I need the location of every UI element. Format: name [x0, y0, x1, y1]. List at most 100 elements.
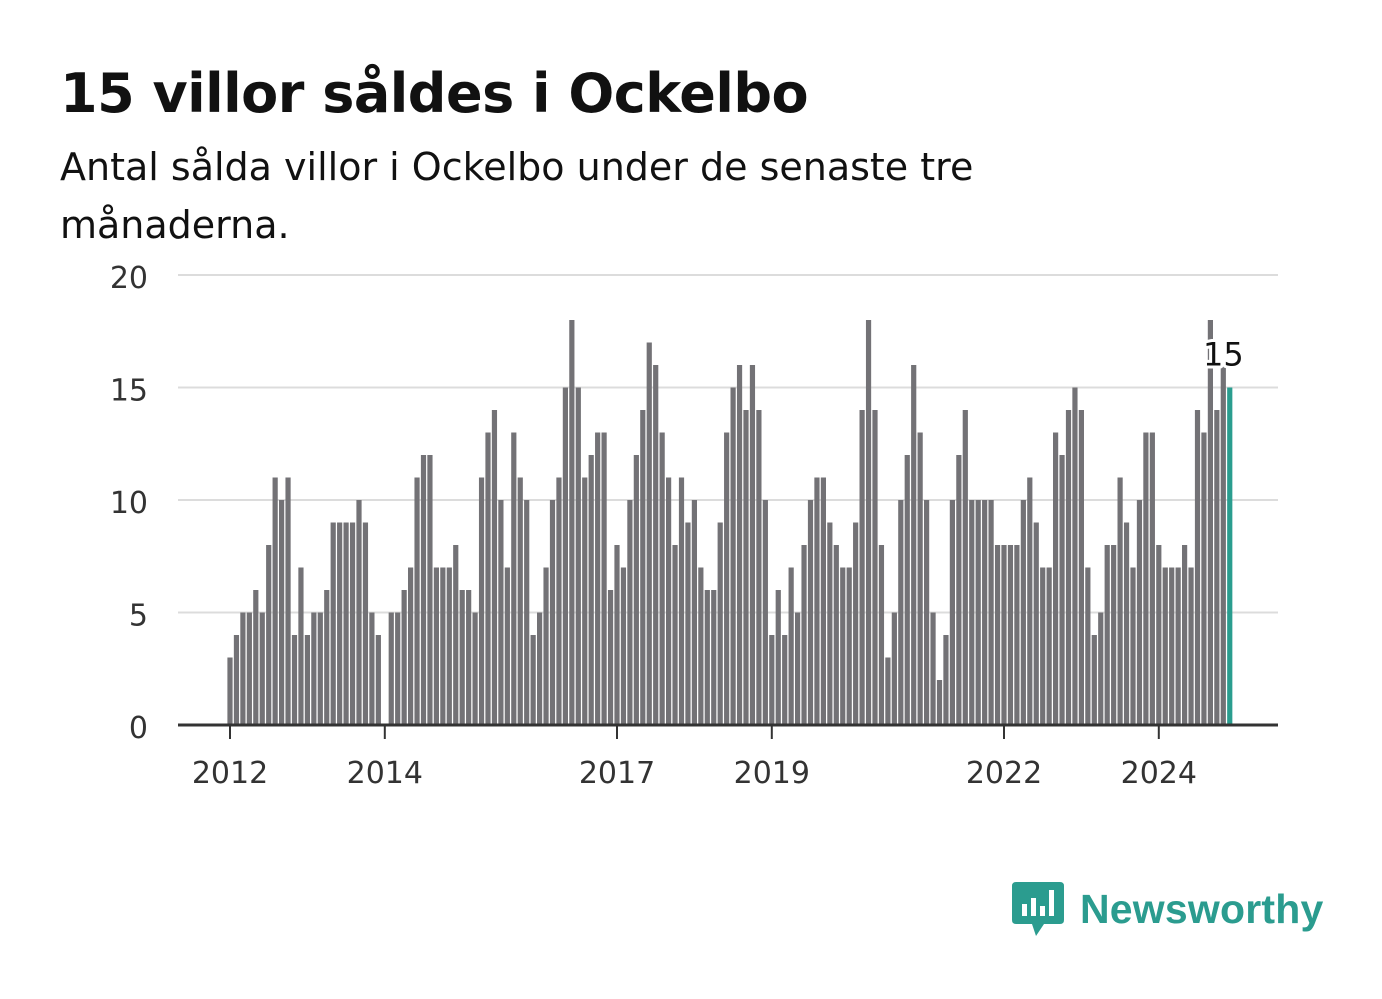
bar [259, 612, 265, 725]
bar [1072, 387, 1078, 725]
x-tick-label: 2017 [579, 756, 655, 791]
bar [1220, 365, 1226, 725]
bar [969, 500, 975, 725]
bar [266, 545, 272, 725]
bar [762, 500, 768, 725]
bar [401, 590, 407, 725]
chart-subtitle: Antal sålda villor i Ockelbo under de se… [60, 145, 974, 247]
bar [478, 477, 485, 725]
bar [1136, 500, 1143, 725]
x-tick-label: 2019 [734, 756, 810, 791]
bar [1162, 567, 1168, 725]
bar [1078, 410, 1084, 725]
bar [782, 635, 788, 725]
bar [1201, 432, 1207, 725]
bar [698, 567, 704, 725]
bar [549, 500, 556, 725]
bar [324, 590, 330, 725]
bar [807, 500, 814, 725]
bar [724, 432, 730, 725]
bar [362, 522, 369, 725]
bar [956, 455, 962, 725]
bar [840, 567, 846, 725]
bar [246, 612, 252, 725]
bar [582, 477, 588, 725]
bar [659, 432, 665, 725]
bar [1007, 545, 1014, 725]
bar [504, 567, 510, 725]
bar [1001, 545, 1007, 725]
bar [872, 410, 878, 725]
bar [498, 500, 504, 725]
bar [988, 500, 994, 725]
newsworthy-logo-icon [1012, 882, 1064, 936]
bar [846, 567, 852, 725]
bar [853, 522, 859, 725]
bar [575, 387, 581, 725]
brand-logo[interactable]: Newsworthy [1010, 878, 1324, 940]
bar [543, 567, 549, 725]
bar [1014, 545, 1020, 725]
bar [285, 477, 291, 725]
y-tick-label: 15 [110, 374, 148, 409]
bar [1143, 432, 1149, 725]
bar [717, 522, 723, 725]
bar [827, 522, 833, 725]
bar [408, 567, 414, 725]
bar [233, 635, 240, 725]
bar [943, 635, 949, 725]
bar [569, 320, 575, 725]
bar [1194, 410, 1201, 725]
bar [736, 365, 743, 725]
bar [1188, 567, 1194, 725]
x-tick-label: 2014 [347, 756, 423, 791]
bar [1091, 635, 1097, 725]
bar [375, 635, 381, 725]
bar [227, 657, 233, 725]
bar [1214, 410, 1220, 725]
bar [678, 477, 685, 725]
bar [601, 432, 607, 725]
bar [898, 500, 904, 725]
bar [775, 590, 781, 725]
bar [317, 612, 323, 725]
bar [466, 590, 472, 725]
bar [672, 545, 678, 725]
bar [1053, 432, 1059, 725]
bar [556, 477, 562, 725]
bar [691, 500, 697, 725]
bar [1149, 432, 1155, 725]
bar [1033, 522, 1039, 725]
bar [253, 590, 259, 725]
bar [337, 522, 343, 725]
bar [433, 567, 439, 725]
bar [530, 635, 536, 725]
y-tick-label: 10 [110, 486, 148, 521]
bar [472, 612, 478, 725]
bar [795, 612, 801, 725]
bar [917, 432, 923, 725]
bar [588, 455, 594, 725]
bar [962, 410, 968, 725]
bar [685, 522, 691, 725]
bar [440, 567, 446, 725]
bar [859, 410, 865, 725]
chart-title: 15 villor såldes i Ockelbo [60, 62, 809, 125]
y-tick-label: 5 [129, 599, 148, 634]
bar [1169, 567, 1175, 725]
bar [1059, 455, 1065, 725]
bar [788, 567, 794, 725]
bar [711, 590, 717, 725]
bar [1175, 567, 1181, 725]
bar-highlight [1227, 387, 1233, 725]
bar [1040, 567, 1046, 725]
bar [427, 455, 433, 725]
bar [1098, 612, 1104, 725]
bar [904, 455, 910, 725]
bar [878, 545, 885, 725]
bar [814, 477, 820, 725]
bar [240, 612, 246, 725]
bar [994, 545, 1001, 725]
x-tick-label: 2022 [966, 756, 1042, 791]
